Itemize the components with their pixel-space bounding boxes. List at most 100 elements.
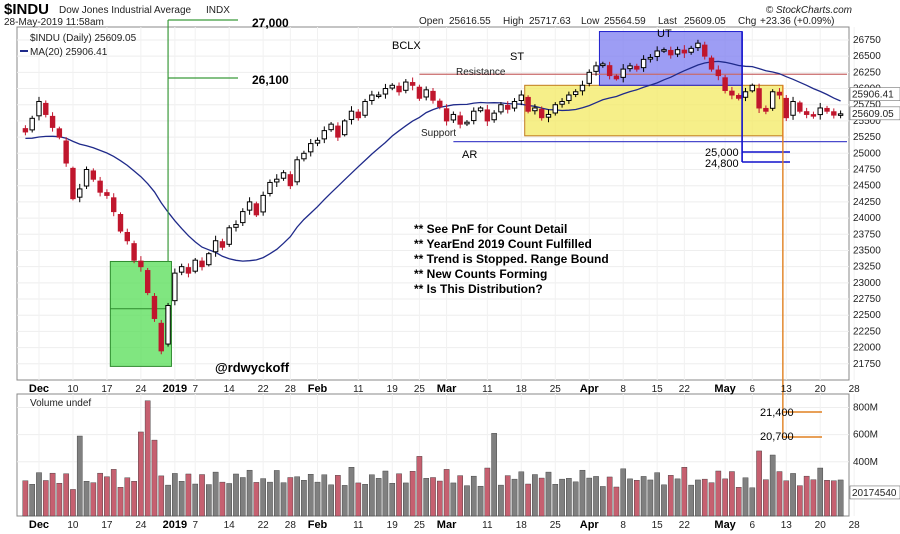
candle-body [702,44,708,57]
price-tick-label: 23500 [853,245,881,256]
volume-bar [158,475,165,517]
volume-bar [776,471,783,517]
legend-series: $INDU (Daily) 25609.05 [30,33,137,44]
volume-bar [552,484,559,517]
volume-bar [606,476,613,517]
volume-bar [172,473,178,517]
price-tick-label: 22750 [853,294,881,305]
candle-body [56,128,63,138]
candle-body [477,107,484,112]
time-tick-label: 2019 [163,383,187,395]
candle-body [389,84,395,89]
volume-bar [559,478,565,517]
exchange-label: INDX [206,5,230,16]
candle-body [409,82,416,86]
volume-bar [260,478,266,517]
price-tick-label: 22000 [853,343,881,354]
candle-body [593,65,599,72]
volume-bar [76,435,83,517]
candle-body [219,241,226,248]
candle-body [280,172,287,179]
time-tick-label: 19 [387,384,399,395]
candle-body [600,63,606,67]
volume-bar [239,477,246,517]
candle-body [423,89,429,98]
candle-body [287,174,294,187]
last-price-tag-bg [849,106,900,121]
time-tick-label: 11 [482,520,493,531]
candle-body [518,94,525,102]
candle-body [538,108,545,119]
volume-bar [457,475,463,517]
volume-bar [742,477,749,517]
time-tick-label: Apr [580,383,600,395]
legend-ma: MA(20) 25906.41 [30,47,108,58]
time-tick-label: 10 [67,384,79,395]
st-label: ST [510,51,524,63]
volume-bar [593,476,599,517]
candle-body [104,192,110,196]
candle-body [443,108,450,122]
candle-body [708,57,715,70]
candle-body [362,100,368,116]
volume-bar [416,456,423,517]
volume-bar [49,472,56,517]
candle-body [375,94,382,98]
time-tick-label: 8 [620,384,626,395]
candle-body [783,97,789,119]
volume-bar [375,478,382,517]
volume-bar [735,487,742,517]
note-4: ** New Counts Forming [414,267,547,281]
volume-bar [566,478,572,517]
volume-bar [627,478,633,517]
time-tick-label: 6 [750,520,756,531]
volume-bar [817,467,824,517]
candle-body [22,128,29,133]
volume-bar [640,476,647,517]
candle-body [824,107,830,112]
volume-bar [586,477,593,517]
candle-body [335,125,341,138]
price-tick-label: 24250 [853,197,881,208]
volume-bar [715,470,722,517]
watermark: © StockCharts.com [766,5,852,16]
candle-body [165,305,171,345]
volume-bar [63,473,69,517]
volume-bar [321,474,328,517]
quote-line: Open 25616.55 High 25717.63 Low 25564.59… [419,16,835,27]
price-tick-label: 25250 [853,132,881,143]
volume-bar [369,474,375,517]
time-tick-label: 8 [620,520,626,531]
time-tick-label: 22 [258,384,270,395]
volume-bar [362,484,368,517]
low-label: Low [581,16,600,27]
candle-body [715,69,722,77]
candle-body [552,104,558,114]
candle-body [29,117,35,131]
time-tick-label: 25 [550,384,562,395]
volume-bar [90,482,97,517]
candle-body [437,100,443,108]
candle-body [464,121,470,125]
volume-bar [185,473,192,517]
candle-body [260,194,266,213]
candle-body [355,111,361,119]
candle-body [396,85,402,93]
candle-body [579,84,586,92]
candle-body [158,322,164,352]
note-1: ** See PnF for Count Detail [414,222,567,236]
price-tick-label: 26500 [853,51,881,62]
time-tick-label: Dec [29,383,49,395]
volume-bar [470,475,477,517]
open-value: 25616.55 [449,16,491,27]
volume-bar [538,477,545,517]
candle-body [654,50,660,57]
time-tick-label: 17 [101,520,113,531]
candle-body [545,113,552,118]
volume-tick-label: 800M [853,403,878,414]
candle-body [647,56,654,60]
candle-body [450,113,457,121]
volume-bar [233,473,239,517]
candle-body [321,130,328,140]
